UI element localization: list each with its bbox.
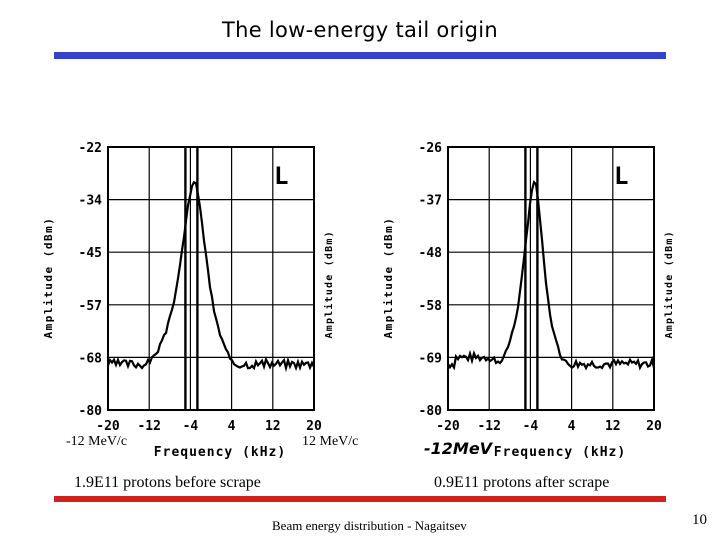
marker-l: L — [614, 162, 628, 190]
y-tick-label: -37 — [419, 194, 442, 209]
y-tick-label: -80 — [79, 404, 103, 419]
y-axis-label-left: Amplitude (dBm) — [382, 217, 395, 339]
x-tick-label: 4 — [228, 419, 236, 434]
x-tick-label: -20 — [96, 419, 120, 434]
y-tick-label: -22 — [79, 141, 102, 156]
y-tick-label: -58 — [419, 299, 443, 314]
y-axis-label-left: Amplitude (dBm) — [42, 217, 55, 339]
x-tick-label: -4 — [183, 419, 199, 434]
high-momentum-label: 12 MeV/c — [302, 434, 359, 449]
y-axis-label-right: Amplitude (dBm) — [663, 230, 675, 338]
y-tick-label: -68 — [79, 351, 103, 366]
y-tick-label: -69 — [419, 351, 442, 366]
x-tick-label: 4 — [568, 419, 576, 434]
x-tick-label: -4 — [523, 419, 539, 434]
x-tick-label: 20 — [646, 419, 662, 434]
spectrum-before-svg: -22 -34 -45 -57 -68 -80-20 -12 -4 4 12 20 Amplitud… — [42, 141, 335, 460]
y-tick-label: -26 — [419, 141, 443, 156]
page-number: 10 — [692, 512, 707, 528]
x-tick-label: -12 — [477, 419, 500, 434]
x-tick-label: 12 — [265, 419, 281, 434]
x-axis-label: Frequency (kHz) — [154, 445, 286, 460]
slide-title: The low-energy tail origin — [221, 18, 499, 42]
x-tick-label: 12 — [605, 419, 621, 434]
title-rule — [54, 52, 666, 59]
caption-after: 0.9E11 protons after scrape — [434, 474, 610, 491]
y-axis-label-right: Amplitude (dBm) — [323, 230, 335, 338]
x-tick-label: -12 — [137, 419, 160, 434]
y-tick-label: -57 — [79, 299, 102, 314]
x-axis-label: Frequency (kHz) — [494, 445, 626, 460]
caption-before: 1.9E11 protons before scrape — [74, 474, 261, 491]
spectrum-plot-after: -26 -37 -48 -58 -69 -80 -20 -12 -4 4 12 20 Amplitud… — [376, 132, 706, 472]
x-tick-label: 20 — [306, 419, 322, 434]
y-tick-label: -45 — [79, 246, 102, 261]
marker-l: L — [274, 162, 288, 190]
x-tick-label: -20 — [436, 419, 460, 434]
footer-text: Beam energy distribution - Nagaitsev — [272, 518, 467, 533]
y-tick-label: -34 — [79, 194, 103, 209]
footer-rule — [54, 496, 666, 502]
low-momentum-label: -12 MeV/c — [66, 434, 128, 449]
y-tick-label: -80 — [419, 404, 443, 419]
spectrum-plot-before: -22 -34 -45 -57 -68 -80 -20 -12 -4 4 12 20 Amplitud… — [36, 132, 366, 472]
handwritten-label: -12MeV — [424, 439, 494, 458]
spectrum-after-svg: -26 -37 -48 -58 -69 -80-20 -12 -4 4 12 20 Amplitud… — [382, 141, 675, 460]
y-tick-label: -48 — [419, 246, 443, 261]
